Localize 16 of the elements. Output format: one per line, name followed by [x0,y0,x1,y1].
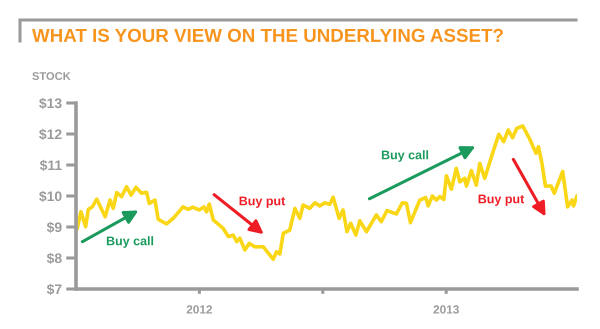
annotation: Buy put [240,196,286,208]
y-tick-label: $12 [39,128,62,140]
annotation: Buy put [478,194,524,206]
annotation: Buy call [106,236,154,248]
y-axis-title: STOCK [32,72,71,80]
y-tick-label: $10 [39,190,62,202]
y-tick-label: $11 [40,160,62,172]
x-tick-label: 2013 [433,305,459,314]
annotation: Buy call [382,150,428,162]
y-tick-label: $13 [39,98,62,110]
x-tick-label: 2012 [186,305,212,314]
y-tick-label: $7 [46,284,62,296]
line-series [76,124,577,262]
y-tick-label: $9 [46,222,62,234]
y-tick-label: $8 [46,252,62,264]
chart-title: WHAT IS YOUR VIEW ON THE UNDERLYING ASSET? [32,28,503,42]
